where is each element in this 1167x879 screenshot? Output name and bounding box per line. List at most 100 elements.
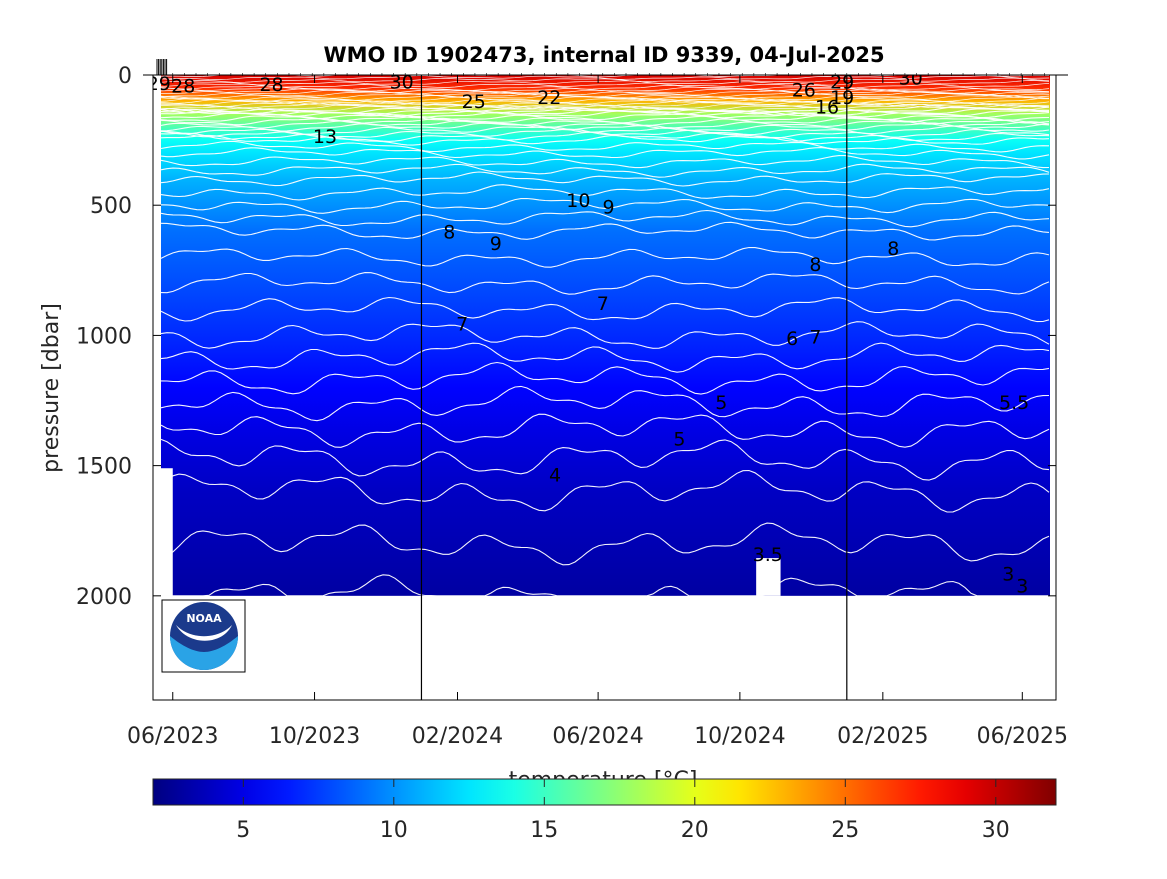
- colorbar-ticks: 5 10 15 20 25 30: [236, 779, 1010, 843]
- y-tick-label: 1000: [76, 324, 132, 349]
- colorbar: [152, 778, 1057, 806]
- noaa-logo: NOAA: [161, 599, 246, 673]
- x-tick-label: 06/2024: [552, 724, 643, 749]
- contour-line: [160, 106, 1050, 115]
- contour-label: 3: [1016, 575, 1028, 597]
- contour-label: 3.5: [753, 544, 783, 566]
- contour-line: [160, 103, 1050, 111]
- contour-line: [160, 112, 1050, 122]
- contour-line: [160, 89, 1050, 96]
- x-tick-label: 02/2024: [412, 724, 503, 749]
- contour-line: [160, 221, 1050, 241]
- contour-line: [160, 438, 1050, 481]
- contour-line: [160, 85, 1050, 91]
- contour-label: 30: [390, 72, 414, 94]
- x-axis: 06/2023 10/2023 02/2024 06/2024 10/2024 02/20…: [127, 75, 1068, 749]
- contour-line: [160, 296, 1050, 323]
- contour-label: 13: [313, 126, 337, 148]
- contour-line: [160, 91, 1050, 98]
- y-axis: 0 500 1000 1500 2000: [76, 64, 1068, 610]
- contour-line: [160, 171, 1050, 187]
- contour-label: 7: [597, 293, 609, 315]
- contour-line: [160, 77, 1050, 83]
- contour-line: [160, 75, 1050, 80]
- contour-line: [160, 147, 1050, 160]
- contour-label: 16: [815, 96, 839, 118]
- x-tick-label: 10/2024: [694, 724, 785, 749]
- contour-label: 8: [809, 254, 821, 276]
- contour-label: 19: [830, 87, 854, 109]
- contour-label: 28: [171, 75, 195, 97]
- contour-label: 30: [899, 68, 923, 90]
- contour-line: [160, 122, 1050, 132]
- colorbar-tick-label: 15: [530, 818, 558, 843]
- contour-label: 25: [462, 91, 486, 113]
- contour-line: [160, 140, 1050, 153]
- colorbar-tick-label: 20: [681, 818, 709, 843]
- contour-line: [160, 128, 1050, 139]
- contour-label: 5: [673, 428, 685, 450]
- contour-line: [160, 75, 1050, 78]
- contour-line: [160, 413, 1050, 448]
- contour-line: [160, 155, 1050, 169]
- contour-line: [160, 98, 1050, 106]
- contour-label: 9: [490, 233, 502, 255]
- y-axis-label: pressure [dbar]: [39, 303, 64, 473]
- contour-lines: [160, 75, 1050, 597]
- contour-line: [160, 97, 1050, 105]
- contour-label: 5.5: [999, 392, 1029, 414]
- logo-text: NOAA: [186, 612, 222, 625]
- contour-line: [160, 385, 1050, 422]
- contour-label: 28: [259, 74, 283, 96]
- contour-label: 26: [792, 79, 816, 101]
- contour-label: 8: [443, 221, 455, 243]
- contour-line: [160, 82, 1050, 89]
- contour-label: 9: [603, 197, 615, 219]
- contour-line: [160, 94, 1049, 101]
- contour-line: [160, 125, 1050, 136]
- contour-label: 29: [147, 73, 171, 95]
- contour-label: 4: [549, 465, 561, 487]
- x-tick-label: 06/2023: [127, 724, 218, 749]
- contour-line: [160, 321, 1050, 349]
- contour-line: [160, 469, 1050, 513]
- y-tick-label: 2000: [76, 585, 132, 610]
- contour-line: [160, 134, 1050, 146]
- heatmap-gap: [756, 558, 781, 596]
- contour-label: 6: [786, 328, 798, 350]
- contour-line: [160, 246, 1050, 268]
- contour-line: [160, 197, 1050, 214]
- x-tick-label: 10/2023: [269, 724, 360, 749]
- contour-line: [160, 163, 1050, 178]
- contour-line: [161, 574, 1049, 597]
- contour-label: 29: [830, 72, 854, 94]
- contour-line: [160, 272, 1050, 295]
- colorbar-tick-label: 10: [380, 818, 408, 843]
- colorbar-tick-label: 30: [982, 818, 1010, 843]
- colorbar-tick-label: 5: [236, 818, 250, 843]
- y-tick-label: 1500: [76, 455, 132, 480]
- x-tick-label: 02/2025: [837, 724, 928, 749]
- logo-seagull-icon: [176, 625, 232, 641]
- contour-line: [160, 209, 1050, 228]
- contour-line: [160, 184, 1050, 201]
- contour-label: 3: [1002, 564, 1014, 586]
- contour-label: 5: [715, 392, 727, 414]
- contour-label: 7: [456, 314, 468, 336]
- contour-line: [160, 522, 1050, 566]
- x-tick-label: 06/2025: [977, 724, 1068, 749]
- logo-water: [170, 636, 238, 670]
- y-tick-label: 500: [90, 194, 132, 219]
- contour-line: [160, 104, 1050, 113]
- contour-line: [160, 101, 1050, 109]
- contour-label: 22: [537, 87, 561, 109]
- contour-label: 7: [809, 327, 821, 349]
- colorbar-tick-label: 25: [831, 818, 859, 843]
- contour-line: [160, 361, 1050, 395]
- contour-label: 10: [566, 190, 590, 212]
- contour-line: [160, 93, 1050, 100]
